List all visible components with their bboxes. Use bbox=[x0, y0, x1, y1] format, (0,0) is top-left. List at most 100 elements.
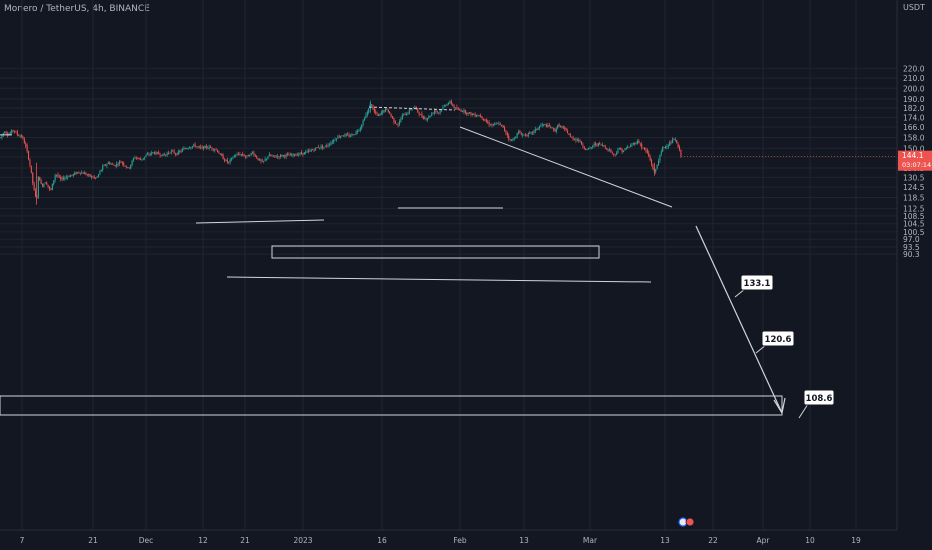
candle-body bbox=[184, 148, 186, 150]
candle-body bbox=[249, 155, 251, 157]
candle-body bbox=[638, 140, 640, 144]
candle-body bbox=[15, 131, 17, 133]
candle-body bbox=[329, 144, 331, 146]
candle-body bbox=[86, 174, 88, 176]
candle-body bbox=[151, 152, 153, 155]
candle-body bbox=[114, 165, 116, 167]
candle-body bbox=[491, 124, 493, 126]
candle-body bbox=[49, 186, 51, 189]
time-tick-label: 19 bbox=[851, 536, 861, 545]
candle-body bbox=[420, 114, 422, 115]
candle-body bbox=[390, 114, 392, 117]
candle-body bbox=[137, 158, 139, 160]
candle-body bbox=[557, 124, 559, 129]
candle-body bbox=[509, 139, 511, 141]
candle-body bbox=[281, 154, 283, 157]
candle-body bbox=[445, 105, 447, 107]
candle-body bbox=[526, 135, 528, 136]
chart-title: Monero / TetherUS, 4h, BINANCE bbox=[4, 4, 150, 14]
candle-body bbox=[317, 147, 319, 148]
candle-body bbox=[677, 143, 679, 148]
candle-body bbox=[602, 144, 604, 146]
candle-body bbox=[193, 144, 195, 146]
candle-body bbox=[609, 149, 611, 151]
candle-body bbox=[29, 159, 31, 166]
candle-body bbox=[485, 120, 487, 123]
candle-body bbox=[194, 144, 196, 147]
candle-body bbox=[183, 148, 185, 150]
candle-body bbox=[273, 155, 275, 157]
candle-body bbox=[529, 132, 531, 134]
candle-body bbox=[379, 113, 381, 116]
candle-body bbox=[481, 116, 483, 119]
candle-body bbox=[417, 108, 419, 112]
candle-body bbox=[287, 154, 289, 155]
candle-body bbox=[540, 125, 542, 127]
candle-body bbox=[182, 149, 184, 151]
candle-body bbox=[131, 160, 133, 165]
candle-body bbox=[247, 154, 249, 157]
candle-body bbox=[218, 152, 220, 154]
candle-body bbox=[179, 151, 181, 152]
candle-body bbox=[649, 156, 651, 161]
candle-body bbox=[406, 114, 408, 116]
candle-body bbox=[439, 110, 441, 113]
candle-body bbox=[2, 133, 4, 136]
candle-body bbox=[646, 150, 648, 153]
price-tick-label: 182.0 bbox=[903, 104, 925, 113]
candle-body bbox=[187, 147, 189, 149]
candle-body bbox=[425, 118, 427, 120]
candle-body bbox=[217, 149, 219, 153]
candle-body bbox=[256, 156, 258, 159]
candle-body bbox=[422, 116, 424, 119]
candle-body bbox=[630, 145, 632, 147]
candle-body bbox=[16, 131, 18, 135]
candle-body bbox=[12, 130, 14, 132]
candle-body bbox=[156, 152, 158, 154]
candle-body bbox=[42, 183, 44, 187]
candle-body bbox=[364, 118, 366, 121]
candle-body bbox=[58, 176, 60, 178]
candle-body bbox=[257, 158, 259, 161]
candle-body bbox=[4, 132, 6, 134]
candle-body bbox=[0, 137, 2, 139]
candle-body bbox=[574, 139, 576, 140]
candle-body bbox=[641, 144, 643, 148]
candle-body bbox=[614, 154, 616, 155]
candle-body bbox=[75, 172, 77, 174]
candle-body bbox=[672, 139, 674, 144]
candle-body bbox=[487, 122, 489, 123]
candle-body bbox=[569, 134, 571, 137]
candle-body bbox=[365, 114, 367, 119]
candle-body bbox=[627, 147, 629, 149]
candle-body bbox=[670, 142, 672, 144]
event-marker-icon bbox=[685, 517, 695, 527]
candle-body bbox=[316, 147, 318, 149]
candle-body bbox=[207, 147, 209, 149]
candle-body bbox=[288, 154, 290, 156]
candle-body bbox=[186, 148, 188, 150]
candle-body bbox=[331, 141, 333, 143]
candle-body bbox=[21, 135, 23, 137]
candle-body bbox=[565, 128, 567, 131]
time-tick-label: Apr bbox=[757, 536, 771, 545]
candle-body bbox=[428, 115, 430, 119]
candle-body bbox=[368, 108, 370, 113]
candle-body bbox=[548, 124, 550, 127]
candle-body bbox=[669, 142, 671, 146]
candle-body bbox=[25, 143, 27, 146]
candle-body bbox=[383, 110, 385, 112]
candle-body bbox=[245, 156, 247, 158]
candle-body bbox=[504, 127, 506, 131]
candle-body bbox=[456, 107, 458, 110]
candle-body bbox=[455, 107, 457, 109]
callout-box bbox=[803, 389, 835, 406]
candle-body bbox=[666, 146, 668, 148]
candle-body bbox=[385, 108, 387, 112]
candle-body bbox=[163, 154, 165, 156]
candle-body bbox=[277, 156, 279, 158]
candle-body bbox=[284, 155, 286, 157]
candle-body bbox=[616, 152, 618, 155]
callout-pointer bbox=[798, 403, 809, 419]
